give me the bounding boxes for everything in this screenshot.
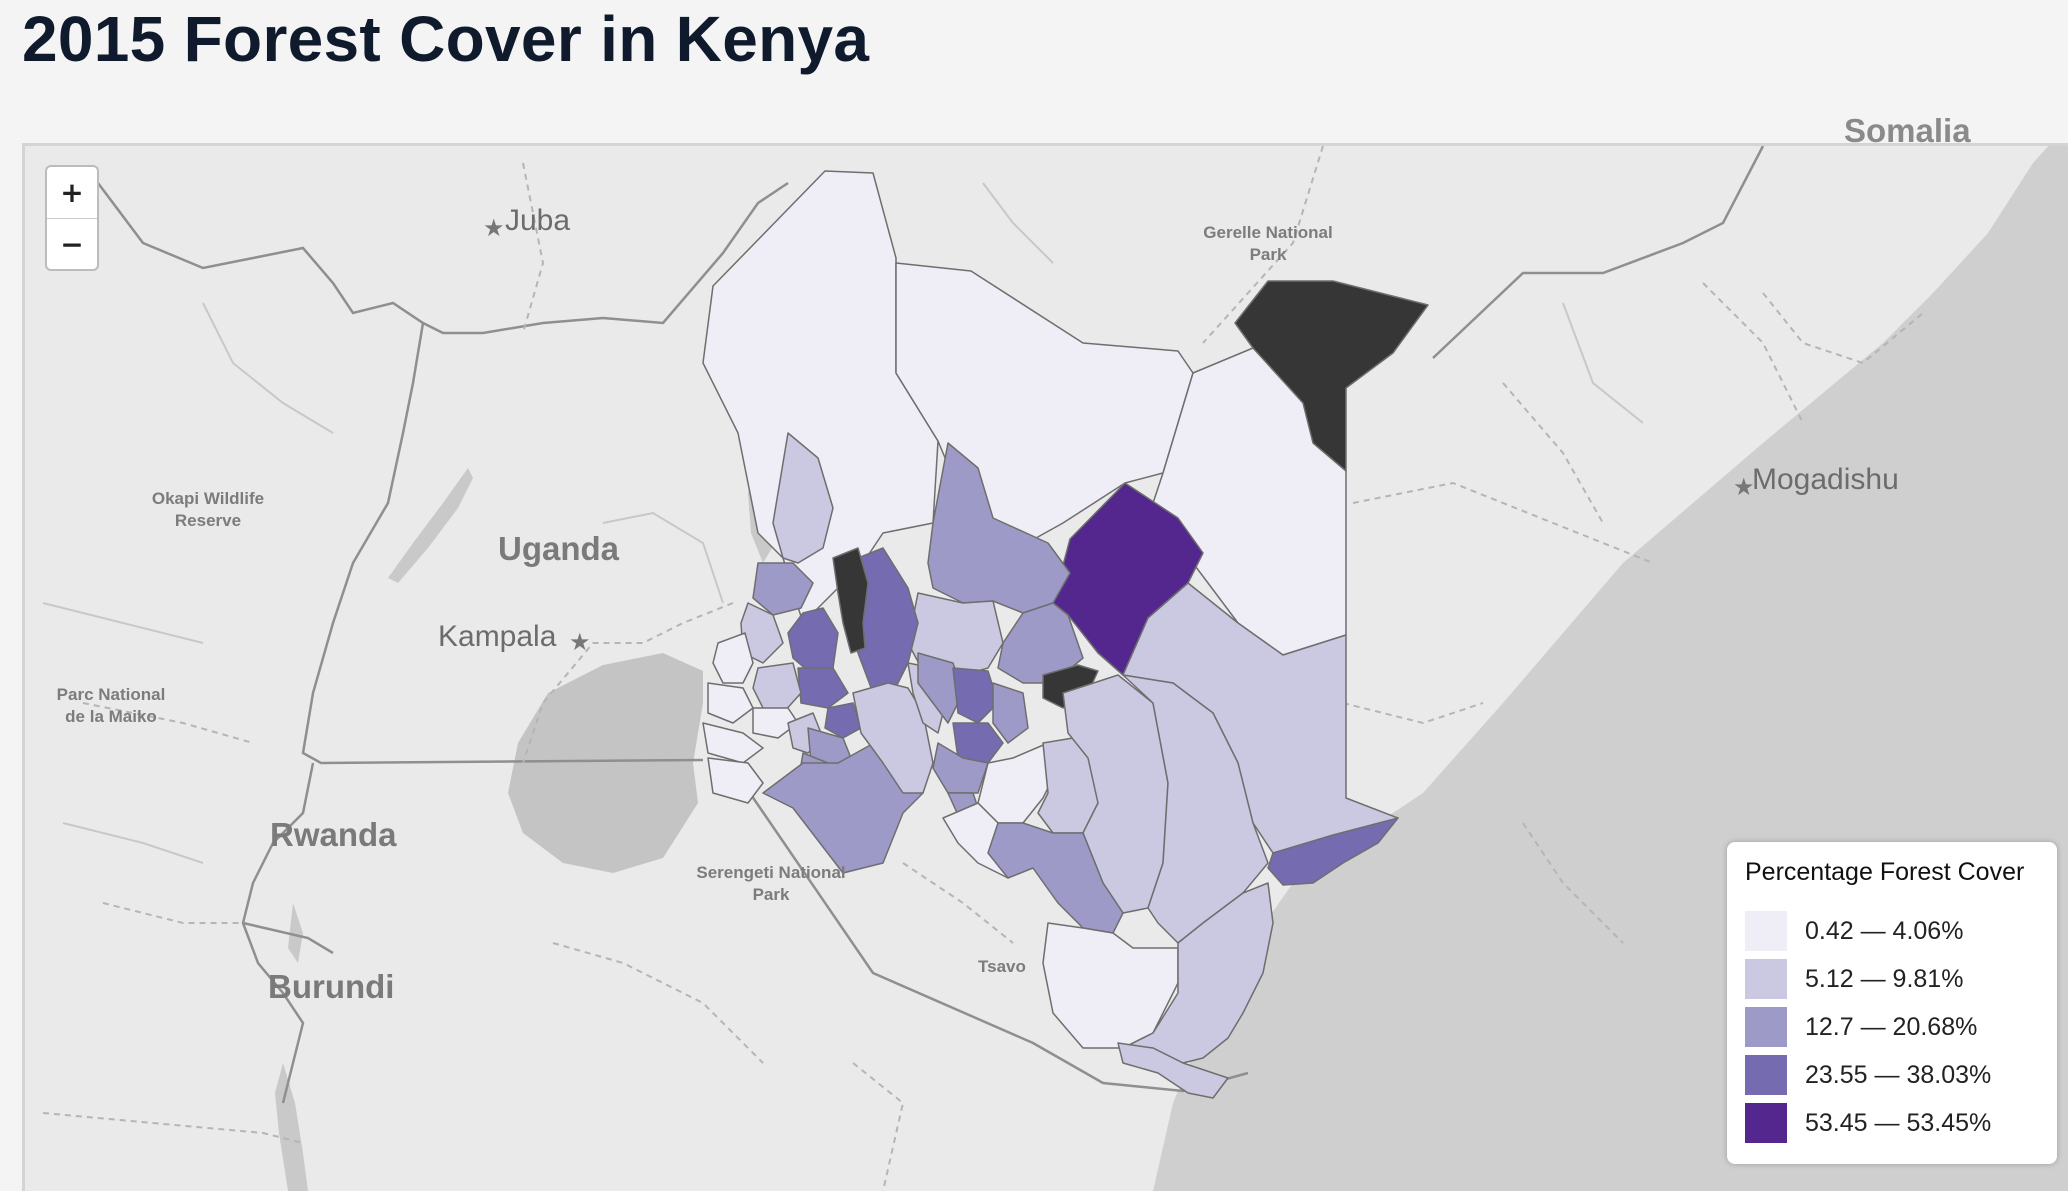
county-lamu[interactable]	[1267, 817, 1399, 886]
county-layer	[702, 170, 1429, 1099]
park-label-gerelle: Gerelle National Park	[1203, 223, 1333, 264]
county-trans-nzoia[interactable]	[752, 562, 814, 616]
city-label-juba: Juba	[505, 204, 571, 237]
county-embu[interactable]	[992, 682, 1029, 744]
country-label-rwanda: Rwanda	[270, 816, 397, 853]
star-icon: ★	[1733, 473, 1755, 501]
lake-victoria	[508, 653, 703, 873]
city-label-mogadishu: Mogadishu	[1752, 463, 1899, 496]
county-west-pokot[interactable]	[772, 432, 834, 564]
lake-kivu	[288, 903, 303, 963]
legend-item: 23.55 — 38.03%	[1745, 1051, 2057, 1099]
county-nyeri[interactable]	[917, 652, 964, 724]
legend-swatch	[1745, 1055, 1787, 1095]
country-label-somalia: Somalia	[1844, 112, 1971, 149]
legend-label: 5.12 — 9.81%	[1805, 964, 1964, 993]
legend-item: 0.42 — 4.06%	[1745, 907, 2057, 955]
legend-title: Percentage Forest Cover	[1745, 858, 2025, 886]
county-siaya[interactable]	[707, 682, 754, 724]
park-label-maiko: Parc National de la Maiko	[56, 685, 166, 726]
legend-swatch	[1745, 959, 1787, 999]
legend-label: 12.7 — 20.68%	[1805, 1012, 1978, 1041]
legend-item: 12.7 — 20.68%	[1745, 1003, 2057, 1051]
legend-label: 23.55 — 38.03%	[1805, 1060, 1992, 1089]
county-muranga[interactable]	[952, 722, 1004, 764]
legend-label: 0.42 — 4.06%	[1805, 916, 1964, 945]
zoom-control: + −	[45, 165, 99, 271]
county-homa-bay[interactable]	[702, 722, 764, 764]
county-nandi[interactable]	[797, 667, 849, 709]
county-elgeyo[interactable]	[832, 547, 869, 654]
county-kirinyaga[interactable]	[952, 667, 999, 724]
map-legend: Percentage Forest Cover 0.42 — 4.06% 5.1…	[1727, 842, 2057, 1164]
country-label-burundi: Burundi	[268, 968, 395, 1005]
county-mombasa-kwale[interactable]	[1122, 882, 1274, 1064]
legend-swatch	[1745, 1103, 1787, 1143]
county-kwale-south[interactable]	[1117, 1042, 1229, 1099]
lake-albert	[388, 468, 473, 583]
zoom-out-button[interactable]: −	[47, 218, 97, 269]
lake-tanganyika	[275, 1063, 308, 1191]
county-bungoma[interactable]	[740, 602, 784, 664]
legend-item: 53.45 — 53.45%	[1745, 1099, 2057, 1147]
city-label-kampala: Kampala	[438, 620, 557, 653]
county-nakuru[interactable]	[852, 682, 934, 794]
park-label-serengeti: Serengeti National Park	[696, 863, 846, 904]
legend-label: 53.45 — 53.45%	[1805, 1108, 1992, 1137]
county-turkana[interactable]	[702, 170, 939, 624]
county-meru[interactable]	[997, 602, 1084, 684]
country-borders	[97, 146, 1765, 1104]
county-mandera[interactable]	[1234, 280, 1429, 472]
star-icon: ★	[569, 628, 591, 656]
country-label-uganda: Uganda	[498, 530, 620, 567]
county-busia[interactable]	[712, 632, 754, 684]
park-label-okapi: Okapi Wildlife Reserve	[151, 489, 265, 530]
legend-swatch	[1745, 1007, 1787, 1047]
city-markers: ★ ★ ★	[483, 214, 1755, 656]
county-kilifi[interactable]	[1042, 922, 1179, 1049]
map-container[interactable]: ★ ★ ★	[22, 143, 2068, 1191]
legend-item: 5.12 — 9.81%	[1745, 955, 2057, 1003]
star-icon: ★	[483, 214, 505, 242]
page-title: 2015 Forest Cover in Kenya	[22, 3, 870, 75]
county-kisumu[interactable]	[752, 707, 799, 739]
rivers	[42, 182, 1644, 864]
park-label-tsavo: Tsavo	[978, 957, 1026, 976]
county-migori[interactable]	[707, 757, 764, 804]
county-kiambu[interactable]	[932, 742, 989, 794]
legend-swatch	[1745, 911, 1787, 951]
county-kericho[interactable]	[824, 702, 862, 739]
zoom-in-button[interactable]: +	[60, 176, 84, 209]
